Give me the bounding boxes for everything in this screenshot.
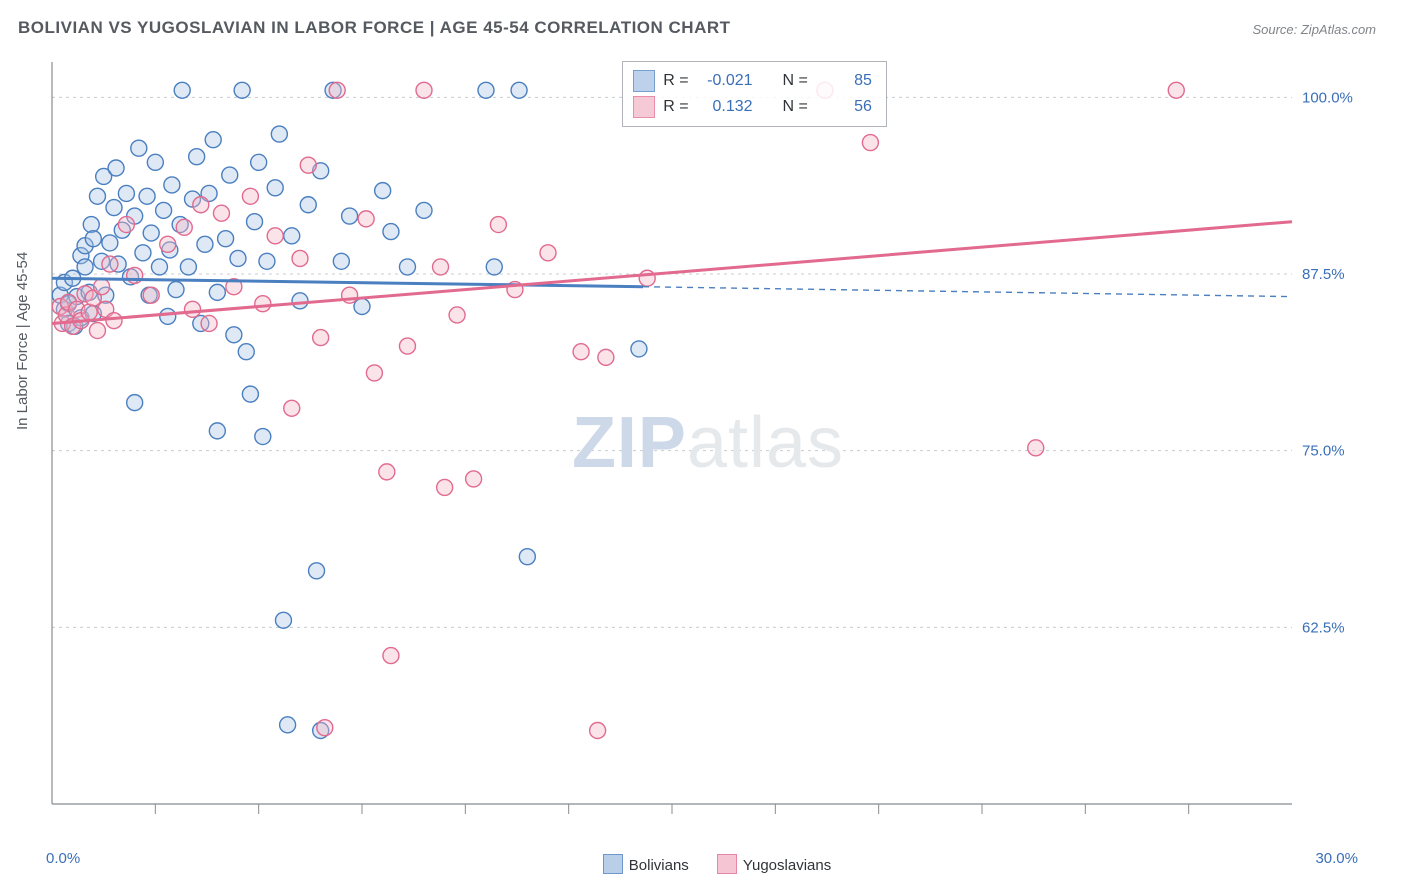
source-label: Source: ZipAtlas.com xyxy=(1252,22,1376,37)
legend-swatch-yugoslavians xyxy=(633,96,655,118)
plot-area: 62.5%75.0%87.5%100.0% ZIPatlas R =-0.021… xyxy=(48,58,1368,828)
legend-R-value-yugoslavians: 0.132 xyxy=(697,94,753,120)
correlation-legend: R = -0.021 N = 85 R = 0.132 N = 56 xyxy=(622,61,887,127)
legend-N-value-yugoslavians: 56 xyxy=(816,94,872,120)
y-axis-label: In Labor Force | Age 45-54 xyxy=(14,252,31,430)
series-legend: Bolivians Yugoslavians xyxy=(0,854,1406,874)
svg-text:100.0%: 100.0% xyxy=(1302,89,1353,106)
legend-N-label: N = xyxy=(783,94,808,120)
scatter-svg: 62.5% 75.0% 87.5% 100.0% xyxy=(48,58,1368,828)
chart-container: BOLIVIAN VS YUGOSLAVIAN IN LABOR FORCE |… xyxy=(0,0,1406,892)
bottom-swatch-bolivians xyxy=(603,854,623,874)
svg-text:75.0%: 75.0% xyxy=(1302,443,1345,460)
legend-R-value-bolivians: -0.021 xyxy=(697,68,753,94)
chart-title: BOLIVIAN VS YUGOSLAVIAN IN LABOR FORCE |… xyxy=(18,18,731,38)
svg-text:62.5%: 62.5% xyxy=(1302,619,1345,636)
legend-row-yugoslavians: R = 0.132 N = 56 xyxy=(633,94,872,120)
bottom-label-bolivians: Bolivians xyxy=(629,857,689,874)
legend-N-value-bolivians: 85 xyxy=(816,68,872,94)
legend-row-bolivians: R = -0.021 N = 85 xyxy=(633,68,872,94)
legend-N-label: N = xyxy=(783,68,808,94)
svg-text:87.5%: 87.5% xyxy=(1302,266,1345,283)
bottom-label-yugoslavians: Yugoslavians xyxy=(743,857,831,874)
legend-swatch-bolivians xyxy=(633,70,655,92)
legend-R-label: R = xyxy=(663,94,688,120)
bottom-swatch-yugoslavians xyxy=(717,854,737,874)
legend-R-label: R = xyxy=(663,68,688,94)
